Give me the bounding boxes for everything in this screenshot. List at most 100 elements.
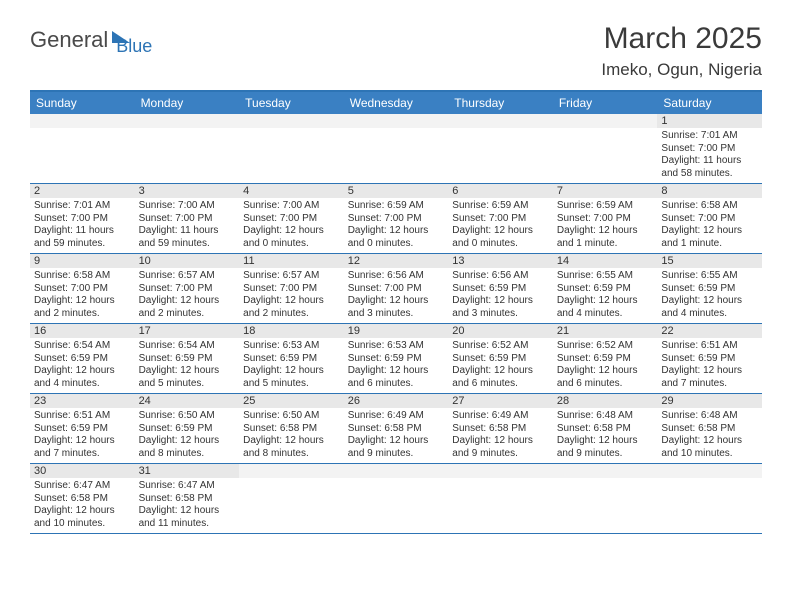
sunrise-text: Sunrise: 6:55 AM: [661, 270, 758, 283]
day-number: 9: [30, 254, 135, 268]
daylight-text: Daylight: 12 hours and 10 minutes.: [661, 435, 758, 460]
day-number: 26: [344, 394, 449, 408]
sunset-text: Sunset: 6:59 PM: [557, 353, 654, 366]
daylight-text: Daylight: 12 hours and 4 minutes.: [557, 295, 654, 320]
sunrise-text: Sunrise: 6:49 AM: [348, 410, 445, 423]
sunrise-text: Sunrise: 6:58 AM: [34, 270, 131, 283]
day-info: Sunrise: 6:56 AMSunset: 6:59 PMDaylight:…: [448, 268, 553, 323]
day-info: Sunrise: 6:59 AMSunset: 7:00 PMDaylight:…: [553, 198, 658, 253]
daylight-text: Daylight: 12 hours and 6 minutes.: [452, 365, 549, 390]
daylight-text: Daylight: 12 hours and 6 minutes.: [557, 365, 654, 390]
sunrise-text: Sunrise: 6:52 AM: [557, 340, 654, 353]
daylight-text: Daylight: 12 hours and 5 minutes.: [139, 365, 236, 390]
day-info: Sunrise: 6:49 AMSunset: 6:58 PMDaylight:…: [344, 408, 449, 463]
sunrise-text: Sunrise: 6:50 AM: [139, 410, 236, 423]
daylight-text: Daylight: 12 hours and 3 minutes.: [348, 295, 445, 320]
day-number: 16: [30, 324, 135, 338]
day-info: Sunrise: 6:57 AMSunset: 7:00 PMDaylight:…: [239, 268, 344, 323]
sunset-text: Sunset: 7:00 PM: [661, 213, 758, 226]
week-row: 2345678Sunrise: 7:01 AMSunset: 7:00 PMDa…: [30, 184, 762, 254]
daylight-text: Daylight: 12 hours and 4 minutes.: [661, 295, 758, 320]
logo-text-blue: Blue: [116, 36, 152, 57]
sunrise-text: Sunrise: 6:57 AM: [139, 270, 236, 283]
day-number: 20: [448, 324, 553, 338]
day-info: Sunrise: 6:56 AMSunset: 7:00 PMDaylight:…: [344, 268, 449, 323]
daylight-text: Daylight: 12 hours and 0 minutes.: [452, 225, 549, 250]
sunrise-text: Sunrise: 7:00 AM: [139, 200, 236, 213]
daylight-text: Daylight: 12 hours and 7 minutes.: [661, 365, 758, 390]
sunrise-text: Sunrise: 6:49 AM: [452, 410, 549, 423]
sunrise-text: Sunrise: 6:58 AM: [661, 200, 758, 213]
day-info: Sunrise: 6:55 AMSunset: 6:59 PMDaylight:…: [657, 268, 762, 323]
day-info: [553, 478, 658, 533]
sunset-text: Sunset: 6:58 PM: [661, 423, 758, 436]
week-row: 16171819202122Sunrise: 6:54 AMSunset: 6:…: [30, 324, 762, 394]
day-number: 19: [344, 324, 449, 338]
sunrise-text: Sunrise: 6:51 AM: [34, 410, 131, 423]
daylight-text: Daylight: 12 hours and 1 minute.: [557, 225, 654, 250]
sunrise-text: Sunrise: 6:54 AM: [139, 340, 236, 353]
sunset-text: Sunset: 6:59 PM: [34, 423, 131, 436]
logo: General Blue: [30, 22, 152, 57]
sunset-text: Sunset: 6:59 PM: [661, 353, 758, 366]
sunrise-text: Sunrise: 6:55 AM: [557, 270, 654, 283]
day-number: 31: [135, 464, 240, 478]
day-number: 4: [239, 184, 344, 198]
sunset-text: Sunset: 6:59 PM: [661, 283, 758, 296]
sunset-text: Sunset: 6:59 PM: [243, 353, 340, 366]
daylight-text: Daylight: 12 hours and 9 minutes.: [452, 435, 549, 460]
day-number: [239, 114, 344, 128]
day-number: [135, 114, 240, 128]
week-row: 1Sunrise: 7:01 AMSunset: 7:00 PMDaylight…: [30, 114, 762, 184]
day-info: Sunrise: 6:58 AMSunset: 7:00 PMDaylight:…: [30, 268, 135, 323]
sunrise-text: Sunrise: 6:53 AM: [348, 340, 445, 353]
sunrise-text: Sunrise: 6:54 AM: [34, 340, 131, 353]
day-info: Sunrise: 7:01 AMSunset: 7:00 PMDaylight:…: [657, 128, 762, 183]
sunset-text: Sunset: 7:00 PM: [452, 213, 549, 226]
sunrise-text: Sunrise: 7:00 AM: [243, 200, 340, 213]
day-header: Sunday: [30, 92, 135, 114]
day-info: Sunrise: 6:55 AMSunset: 6:59 PMDaylight:…: [553, 268, 658, 323]
day-info: [239, 478, 344, 533]
month-title: March 2025: [601, 22, 762, 56]
sunrise-text: Sunrise: 6:48 AM: [557, 410, 654, 423]
sunset-text: Sunset: 6:58 PM: [34, 493, 131, 506]
day-info: Sunrise: 6:50 AMSunset: 6:58 PMDaylight:…: [239, 408, 344, 463]
sunrise-text: Sunrise: 6:59 AM: [452, 200, 549, 213]
day-info: Sunrise: 6:47 AMSunset: 6:58 PMDaylight:…: [30, 478, 135, 533]
weeks-container: 1Sunrise: 7:01 AMSunset: 7:00 PMDaylight…: [30, 114, 762, 534]
sunset-text: Sunset: 7:00 PM: [348, 283, 445, 296]
day-info: Sunrise: 6:50 AMSunset: 6:59 PMDaylight:…: [135, 408, 240, 463]
sunset-text: Sunset: 7:00 PM: [139, 283, 236, 296]
day-info: Sunrise: 6:53 AMSunset: 6:59 PMDaylight:…: [344, 338, 449, 393]
sunset-text: Sunset: 6:58 PM: [452, 423, 549, 436]
day-number: 17: [135, 324, 240, 338]
day-number: 3: [135, 184, 240, 198]
day-info: Sunrise: 6:47 AMSunset: 6:58 PMDaylight:…: [135, 478, 240, 533]
day-info: Sunrise: 6:59 AMSunset: 7:00 PMDaylight:…: [448, 198, 553, 253]
day-number: 14: [553, 254, 658, 268]
daylight-text: Daylight: 11 hours and 58 minutes.: [661, 155, 758, 180]
sunrise-text: Sunrise: 6:59 AM: [557, 200, 654, 213]
daylight-text: Daylight: 12 hours and 2 minutes.: [243, 295, 340, 320]
day-info: Sunrise: 6:51 AMSunset: 6:59 PMDaylight:…: [657, 338, 762, 393]
sunrise-text: Sunrise: 7:01 AM: [661, 130, 758, 143]
day-number: 15: [657, 254, 762, 268]
day-info: [30, 128, 135, 183]
calendar: Sunday Monday Tuesday Wednesday Thursday…: [30, 90, 762, 534]
sunrise-text: Sunrise: 6:47 AM: [34, 480, 131, 493]
sunrise-text: Sunrise: 6:51 AM: [661, 340, 758, 353]
logo-text-general: General: [30, 27, 108, 53]
day-number: [448, 464, 553, 478]
day-info: Sunrise: 6:54 AMSunset: 6:59 PMDaylight:…: [135, 338, 240, 393]
daylight-text: Daylight: 12 hours and 1 minute.: [661, 225, 758, 250]
day-number: 29: [657, 394, 762, 408]
sunset-text: Sunset: 6:59 PM: [139, 423, 236, 436]
day-number: [30, 114, 135, 128]
day-info: Sunrise: 7:00 AMSunset: 7:00 PMDaylight:…: [239, 198, 344, 253]
daylight-text: Daylight: 12 hours and 8 minutes.: [243, 435, 340, 460]
sunset-text: Sunset: 7:00 PM: [557, 213, 654, 226]
sunrise-text: Sunrise: 6:56 AM: [348, 270, 445, 283]
day-info: [239, 128, 344, 183]
day-header: Tuesday: [239, 92, 344, 114]
